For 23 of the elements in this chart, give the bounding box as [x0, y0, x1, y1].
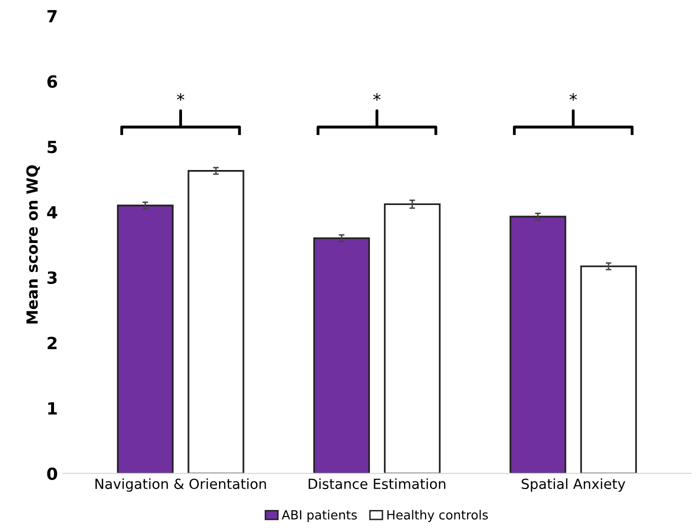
legend-label: ABI patients [282, 510, 357, 522]
bar [384, 203, 441, 474]
annotation: * [176, 93, 184, 101]
y-tick-label: 1 [48, 402, 57, 414]
x-tick-label: Distance Estimation [308, 478, 446, 490]
bar [188, 170, 244, 474]
y-tick-label: 3 [47, 271, 57, 284]
y-tick-label: 0 [47, 467, 58, 480]
bar [116, 204, 174, 474]
y-tick-label: 2 [48, 336, 57, 350]
y-tick-label: 5 [48, 140, 57, 154]
y-axis-title: Mean score on WQ [26, 165, 40, 324]
bar [510, 216, 566, 474]
y-tick-label: 7 [47, 10, 57, 22]
annotation: * [373, 93, 381, 101]
y-tick-label: 6 [47, 75, 58, 88]
bar [313, 237, 370, 474]
legend-label: Healthy controls [387, 510, 488, 522]
x-tick-label: Spatial Anxiety [522, 478, 626, 492]
bar [580, 265, 637, 474]
y-tick-label: 4 [47, 206, 58, 218]
annotation: * [570, 93, 577, 101]
x-tick-label: Navigation & Orientation [95, 478, 266, 492]
